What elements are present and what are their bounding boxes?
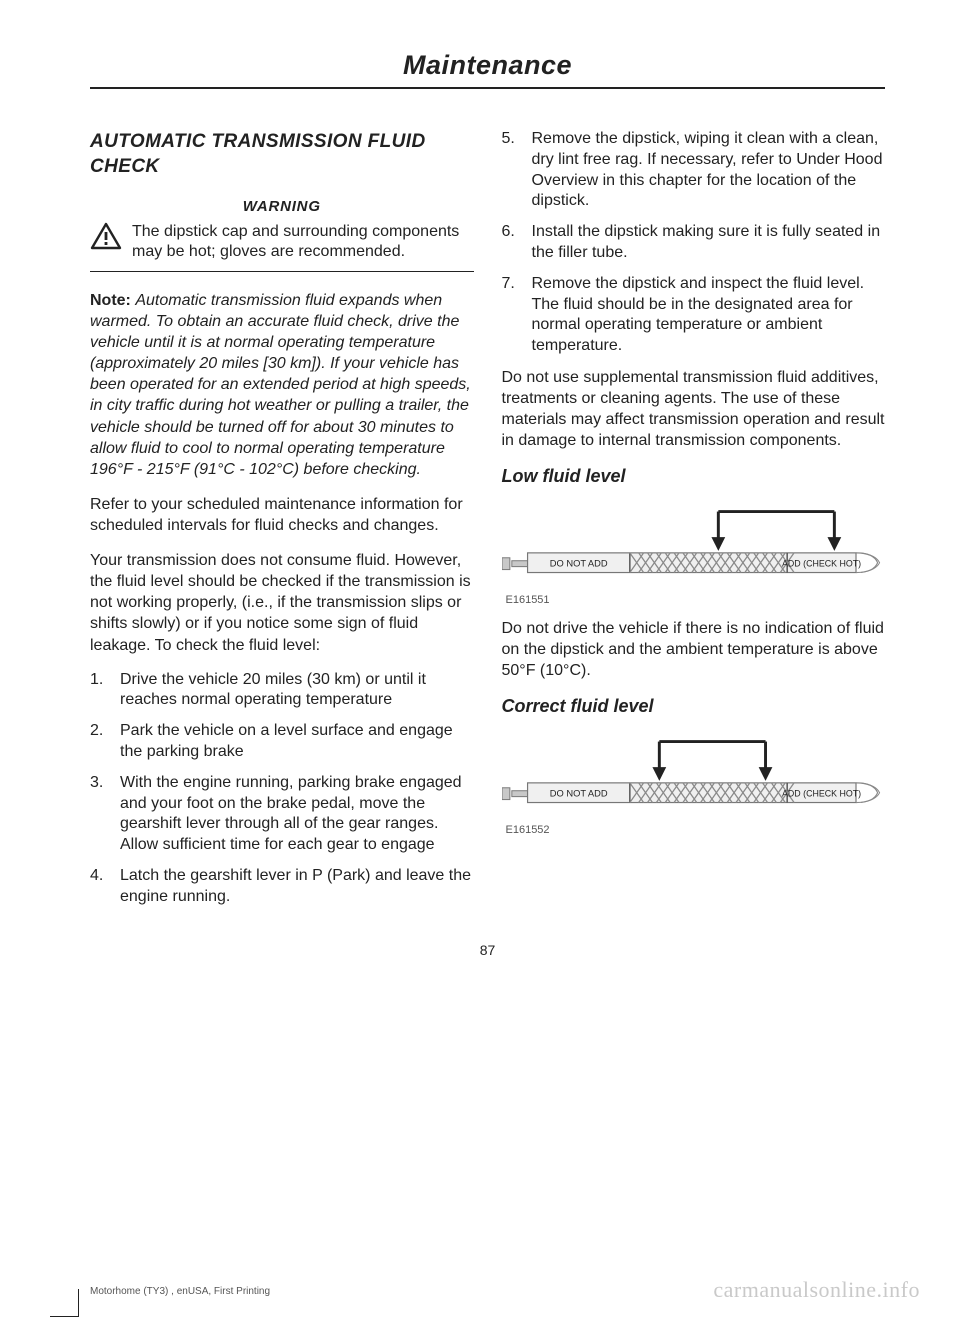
svg-text:ADD (CHECK HOT): ADD (CHECK HOT) — [782, 788, 861, 798]
correct-level-diagram: DO NOT ADD ADD (CHECK HOT) — [502, 733, 886, 817]
paragraph: Refer to your scheduled maintenance info… — [90, 494, 474, 536]
low-level-diagram: DO NOT ADD ADD (CHECK HOT) — [502, 503, 886, 587]
warning-text: The dipstick cap and surrounding compone… — [132, 222, 474, 263]
section-heading: AUTOMATIC TRANSMISSION FLUID CHECK — [90, 129, 474, 179]
list-item: Remove the dipstick and inspect the flui… — [502, 274, 886, 357]
list-item: Latch the gearshift lever in P (Park) an… — [90, 866, 474, 908]
warning-icon — [90, 222, 122, 250]
right-column: Remove the dipstick, wiping it clean wit… — [502, 129, 886, 918]
steps-list-left: Drive the vehicle 20 miles (30 km) or un… — [90, 670, 474, 908]
list-item: Install the dipstick making sure it is f… — [502, 222, 886, 264]
content-columns: AUTOMATIC TRANSMISSION FLUID CHECK WARNI… — [90, 129, 885, 918]
header-rule — [90, 87, 885, 89]
footer-print-info: Motorhome (TY3) , enUSA, First Printing — [90, 1286, 270, 1297]
left-column: AUTOMATIC TRANSMISSION FLUID CHECK WARNI… — [90, 129, 474, 918]
svg-text:ADD (CHECK HOT): ADD (CHECK HOT) — [782, 559, 861, 569]
list-item: Park the vehicle on a level surface and … — [90, 721, 474, 763]
svg-text:DO NOT ADD: DO NOT ADD — [549, 559, 607, 569]
crop-mark — [50, 1289, 78, 1317]
page-number: 87 — [90, 942, 885, 958]
svg-text:DO NOT ADD: DO NOT ADD — [549, 788, 607, 798]
page-title: Maintenance — [90, 50, 885, 81]
note-label: Note: — [90, 292, 131, 309]
manual-page: Maintenance AUTOMATIC TRANSMISSION FLUID… — [0, 0, 960, 998]
list-item: Drive the vehicle 20 miles (30 km) or un… — [90, 670, 474, 712]
warning-box: The dipstick cap and surrounding compone… — [90, 222, 474, 272]
paragraph: Do not drive the vehicle if there is no … — [502, 618, 886, 681]
note-paragraph: Note: Automatic transmission fluid expan… — [90, 290, 474, 480]
steps-list-right: Remove the dipstick, wiping it clean wit… — [502, 129, 886, 357]
subheading-correct: Correct fluid level — [502, 695, 886, 719]
subheading-low: Low fluid level — [502, 465, 886, 489]
figure-code: E161552 — [506, 823, 886, 838]
figure-code: E161551 — [506, 593, 886, 608]
footer-watermark: carmanualsonline.info — [713, 1277, 920, 1303]
list-item: With the engine running, parking brake e… — [90, 773, 474, 856]
note-body: Automatic transmission fluid expands whe… — [90, 292, 471, 478]
paragraph: Your transmission does not consume fluid… — [90, 550, 474, 656]
paragraph: Do not use supplemental transmission flu… — [502, 367, 886, 451]
list-item: Remove the dipstick, wiping it clean wit… — [502, 129, 886, 212]
warning-label: WARNING — [90, 197, 474, 217]
